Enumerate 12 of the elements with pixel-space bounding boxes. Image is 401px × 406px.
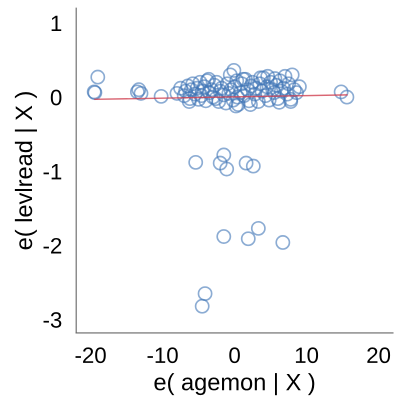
x-tick-label: 10 bbox=[296, 347, 318, 364]
y-tick-label: 0 bbox=[50, 90, 62, 106]
x-tick-label: -10 bbox=[148, 347, 178, 364]
y-tick-label: -3 bbox=[44, 312, 62, 328]
y-tick-label: 1 bbox=[52, 16, 62, 32]
y-tick-label: -1 bbox=[44, 164, 62, 180]
x-tick-label: -20 bbox=[76, 347, 106, 364]
x-tick-label: 20 bbox=[367, 347, 390, 364]
x-tick-label: 0 bbox=[229, 347, 240, 364]
x-axis-title: e( agemon | X ) bbox=[154, 373, 314, 396]
y-axis-title: e( levlread | X ) bbox=[14, 92, 37, 250]
y-tick-label: -2 bbox=[44, 238, 62, 254]
